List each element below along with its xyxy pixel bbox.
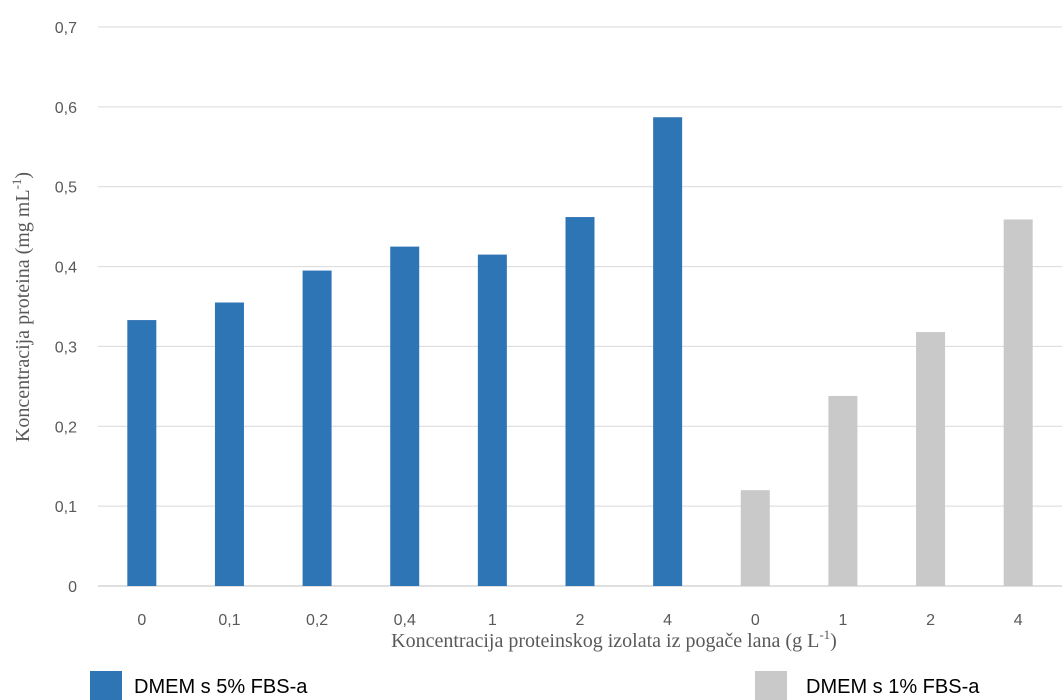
x-tick-label: 1 — [838, 612, 847, 629]
x-tick-label: 4 — [663, 612, 672, 629]
legend-swatch-series-2 — [755, 671, 787, 700]
y-tick-label: 0,1 — [55, 499, 77, 516]
legend: DMEM s 5% FBS-a DMEM s 1% FBS-a — [90, 671, 980, 700]
legend-swatch-series-1 — [90, 671, 122, 700]
y-tick-label: 0,3 — [55, 339, 77, 356]
x-tick-label: 1 — [488, 612, 497, 629]
y-tick-label: 0,5 — [55, 180, 77, 197]
bar-series-1 — [127, 320, 157, 586]
x-tick-label: 0,1 — [218, 612, 240, 629]
x-tick-label: 2 — [576, 612, 585, 629]
bar-series-1 — [214, 302, 244, 586]
y-axis-title: Koncentracija proteina (mg mL-1) — [9, 172, 34, 442]
bar-series-2 — [916, 332, 946, 586]
bar-series-1 — [565, 217, 595, 586]
y-tick-label: 0,6 — [55, 100, 77, 117]
y-axis-ticks: 0 0,1 0,2 0,3 0,4 0,5 0,6 0,7 — [55, 20, 77, 596]
y-tick-label: 0,4 — [55, 260, 77, 277]
x-tick-label: 0,2 — [306, 612, 328, 629]
bars — [127, 117, 1033, 587]
x-tick-label: 2 — [926, 612, 935, 629]
bar-series-1 — [302, 270, 332, 586]
bar-series-1 — [477, 254, 507, 587]
legend-label-series-1: DMEM s 5% FBS-a — [134, 676, 308, 698]
x-tick-label: 0 — [751, 612, 760, 629]
bar-series-2 — [828, 395, 858, 586]
bar-series-2 — [740, 490, 770, 586]
x-axis-title: Koncentracija proteinskog izolata iz pog… — [391, 627, 837, 652]
bar-series-1 — [390, 246, 420, 586]
x-tick-label: 0 — [137, 612, 146, 629]
bar-series-2 — [1003, 219, 1033, 586]
y-tick-label: 0 — [68, 579, 77, 596]
x-tick-label: 0,4 — [394, 612, 416, 629]
x-axis-ticks: 0 0,1 0,2 0,4 1 2 4 0 1 2 4 — [137, 612, 1022, 629]
legend-item-series-1: DMEM s 5% FBS-a — [90, 671, 308, 700]
y-tick-label: 0,2 — [55, 419, 77, 436]
legend-label-series-2: DMEM s 1% FBS-a — [806, 676, 980, 698]
x-tick-label: 4 — [1014, 612, 1023, 629]
legend-item-series-2: DMEM s 1% FBS-a — [755, 671, 980, 700]
y-tick-label: 0,7 — [55, 20, 77, 37]
bar-series-1 — [653, 117, 683, 586]
